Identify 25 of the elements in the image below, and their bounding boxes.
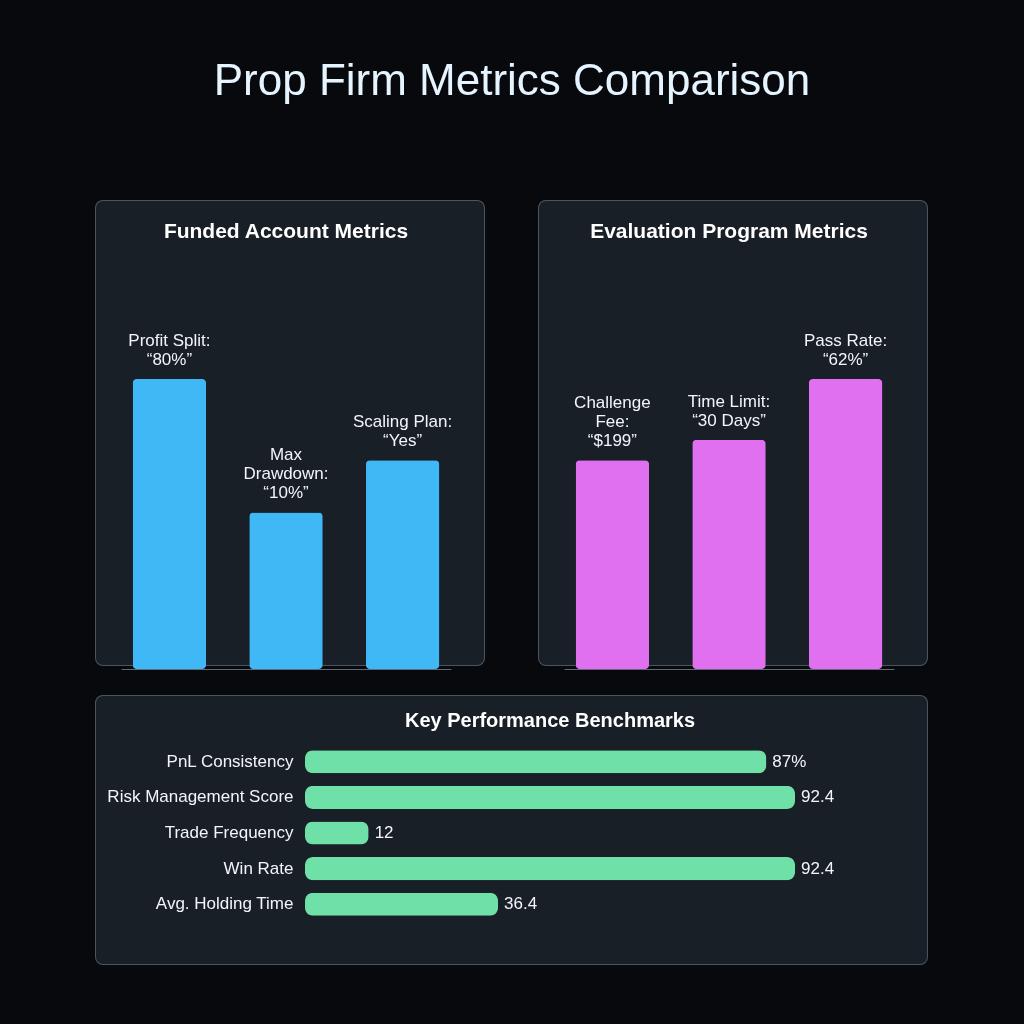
bar <box>305 857 795 881</box>
x-tick-label: Max Drawdown: “10%” <box>243 445 329 503</box>
y-tick-label: Risk Management Score <box>107 787 294 807</box>
text: Prop Firm Metrics Comparison <box>212 55 812 105</box>
x-tick-label: Pass Rate: “62%” <box>804 331 888 369</box>
y-tick-label: Trade Frequency <box>164 823 294 842</box>
x-tick-label: Challenge Fee: “$199” <box>574 393 651 451</box>
chart-title: Key Performance Benchmarks <box>404 709 696 731</box>
bar <box>305 892 499 916</box>
x-tick-label: Scaling Plan: “Yes” <box>352 412 453 451</box>
data-label: 92.4 <box>801 787 835 807</box>
chart-title: Funded Account Metrics <box>163 219 409 242</box>
data-label: 12 <box>374 823 394 842</box>
data-label: 36.4 <box>504 894 538 914</box>
bar <box>305 785 795 809</box>
data-label: 87% <box>772 751 807 771</box>
y-tick-label: Avg. Holding Time <box>155 894 294 914</box>
y-tick-label: Win Rate <box>223 858 294 878</box>
chart-title: Evaluation Program Metrics <box>590 219 868 242</box>
bar <box>305 821 369 845</box>
data-label: 92.4 <box>801 858 835 878</box>
x-tick-label: Profit Split: “80%” <box>128 331 211 369</box>
y-tick-label: PnL Consistency <box>166 751 294 771</box>
x-tick-label: Time Limit: “30 Days” <box>687 391 771 430</box>
bar <box>305 750 767 774</box>
